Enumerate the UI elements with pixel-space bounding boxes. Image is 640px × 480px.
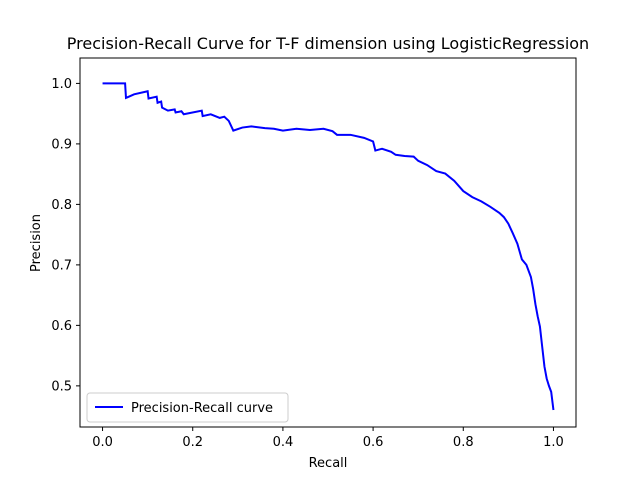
y-tick-label: 1.0	[51, 77, 72, 92]
plot-area	[79, 57, 577, 428]
chart-title: Precision-Recall Curve for T-F dimension…	[67, 34, 589, 53]
legend: Precision-Recall curve	[86, 392, 289, 423]
x-tick-label: 0.0	[92, 435, 113, 450]
y-axis-label: Precision	[29, 214, 44, 272]
y-axis: 0.5 0.6 0.7 0.8 0.9 1.0	[51, 77, 80, 394]
series-line-0	[102, 82, 555, 411]
x-tick-label: 0.6	[363, 435, 384, 450]
legend-label: Precision-Recall curve	[131, 401, 273, 416]
x-tick-label: 0.4	[273, 435, 294, 450]
y-tick-label: 0.6	[51, 319, 72, 334]
axes-frame	[79, 57, 577, 428]
y-tick-label: 0.5	[51, 379, 72, 394]
x-tick-label: 0.8	[453, 435, 474, 450]
legend-box	[86, 392, 289, 423]
x-axis: 0.0 0.2 0.4 0.6 0.8 1.0	[92, 427, 564, 450]
y-tick-label: 0.9	[51, 137, 72, 152]
x-axis-label: Recall	[309, 456, 348, 471]
y-tick-label: 0.8	[51, 198, 72, 213]
y-tick-label: 0.7	[51, 258, 72, 273]
x-tick-label: 1.0	[543, 435, 564, 450]
x-tick-label: 0.2	[182, 435, 203, 450]
